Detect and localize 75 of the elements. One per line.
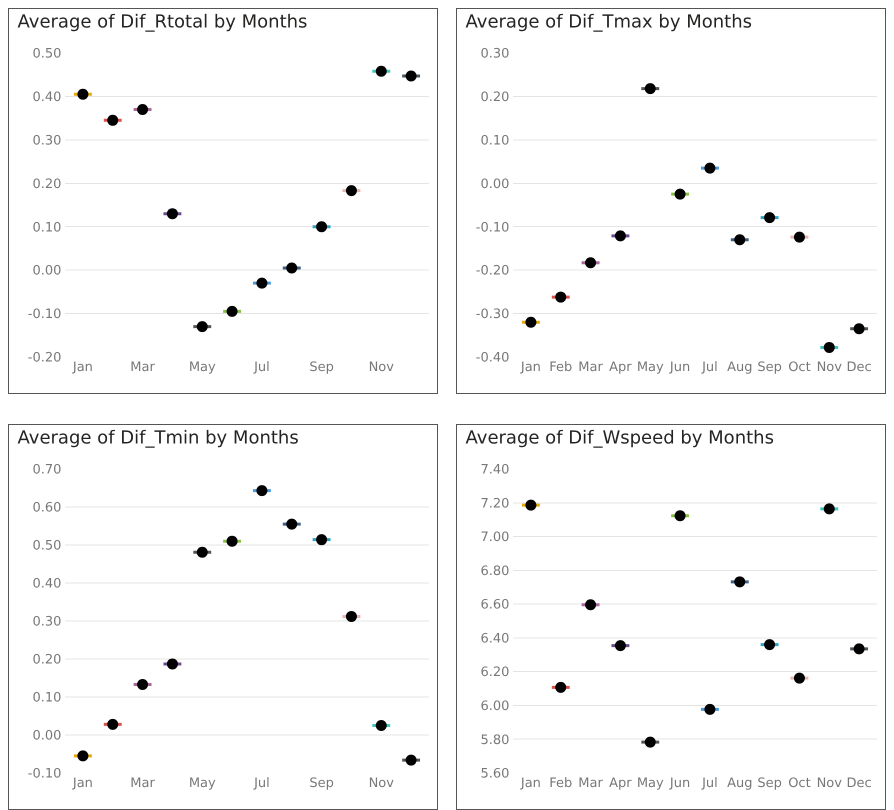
x-tick-label: Apr — [609, 776, 632, 791]
x-tick-label: Feb — [549, 360, 572, 375]
x-tick-label: Jul — [701, 776, 718, 791]
y-tick-label: -0.40 — [476, 350, 510, 366]
y-tick-label: 6.20 — [480, 665, 510, 680]
y-tick-label: 6.00 — [480, 698, 510, 714]
x-tick-label: May — [188, 360, 216, 375]
y-tick-label: -0.10 — [476, 220, 510, 236]
y-tick-label: 0.50 — [32, 46, 62, 62]
y-tick-label: 0.10 — [480, 133, 510, 148]
y-tick-label: -0.10 — [28, 766, 62, 782]
x-tick-label: Dec — [846, 360, 872, 375]
y-tick-label: 0.40 — [32, 576, 62, 592]
x-tick-label: Aug — [727, 776, 752, 791]
y-tick-label: 5.80 — [480, 732, 510, 748]
y-tick-label: 0.20 — [480, 90, 510, 105]
y-tick-label: 0.30 — [480, 46, 510, 62]
y-tick-label: -0.30 — [476, 307, 510, 322]
y-tick-label: 0.00 — [32, 264, 62, 279]
x-tick-label: Mar — [130, 360, 156, 375]
chart-title: Average of Dif_Wspeed by Months — [466, 427, 774, 448]
x-tick-label: Jul — [701, 360, 718, 375]
x-tick-label: Mar — [578, 360, 604, 375]
x-tick-label: Jun — [668, 776, 690, 791]
x-tick-label: May — [188, 776, 216, 791]
y-tick-label: 0.00 — [480, 176, 510, 192]
y-tick-label: 6.60 — [480, 598, 510, 613]
x-tick-label: Sep — [757, 360, 782, 375]
x-tick-label: May — [636, 360, 664, 375]
y-tick-label: 7.40 — [480, 462, 510, 478]
y-tick-label: 6.80 — [480, 564, 510, 579]
x-tick-label: Aug — [727, 360, 752, 375]
y-tick-label: 0.30 — [32, 614, 62, 630]
x-tick-label: Sep — [309, 776, 334, 791]
y-tick-label: 0.50 — [32, 538, 62, 554]
x-tick-label: Sep — [309, 360, 334, 375]
y-tick-label: 0.40 — [32, 90, 62, 105]
y-tick-label: 7.00 — [480, 530, 510, 546]
y-tick-label: 0.30 — [32, 133, 62, 148]
chart-title: Average of Dif_Rtotal by Months — [18, 11, 308, 32]
x-tick-label: Oct — [788, 776, 811, 791]
y-tick-label: -0.20 — [476, 264, 510, 279]
x-tick-label: May — [636, 776, 664, 791]
x-tick-label: Oct — [788, 360, 811, 375]
x-tick-label: Nov — [368, 360, 394, 375]
x-tick-label: Nov — [816, 360, 842, 375]
x-tick-label: Mar — [578, 776, 604, 791]
y-tick-label: 5.60 — [480, 766, 510, 782]
x-tick-label: Apr — [609, 360, 632, 375]
y-tick-label: -0.20 — [28, 350, 62, 366]
x-tick-label: Jul — [253, 360, 270, 375]
x-tick-label: Nov — [368, 776, 394, 791]
y-tick-label: 0.10 — [32, 690, 62, 706]
x-tick-label: Jun — [668, 360, 690, 375]
x-tick-label: Dec — [846, 776, 872, 791]
y-tick-label: 0.10 — [32, 220, 62, 236]
y-tick-label: 0.00 — [32, 728, 62, 744]
y-tick-label: 7.20 — [480, 496, 510, 512]
x-tick-label: Jan — [520, 776, 541, 791]
y-tick-label: 0.70 — [32, 462, 62, 478]
y-tick-label: 6.40 — [480, 631, 510, 646]
chart-title: Average of Dif_Tmin by Months — [18, 427, 299, 448]
chart-title: Average of Dif_Tmax by Months — [466, 11, 752, 32]
x-tick-label: Jan — [520, 360, 541, 375]
y-tick-label: 0.20 — [32, 176, 62, 192]
y-tick-label: -0.10 — [28, 307, 62, 322]
x-tick-label: Nov — [816, 776, 842, 791]
x-tick-label: Jan — [72, 360, 93, 375]
y-tick-label: 0.60 — [32, 500, 62, 516]
x-tick-label: Jan — [72, 776, 93, 791]
x-tick-label: Jul — [253, 776, 270, 791]
x-tick-label: Mar — [130, 776, 156, 791]
x-tick-label: Feb — [549, 776, 572, 791]
y-tick-label: 0.20 — [32, 652, 62, 668]
x-tick-label: Sep — [757, 776, 782, 791]
